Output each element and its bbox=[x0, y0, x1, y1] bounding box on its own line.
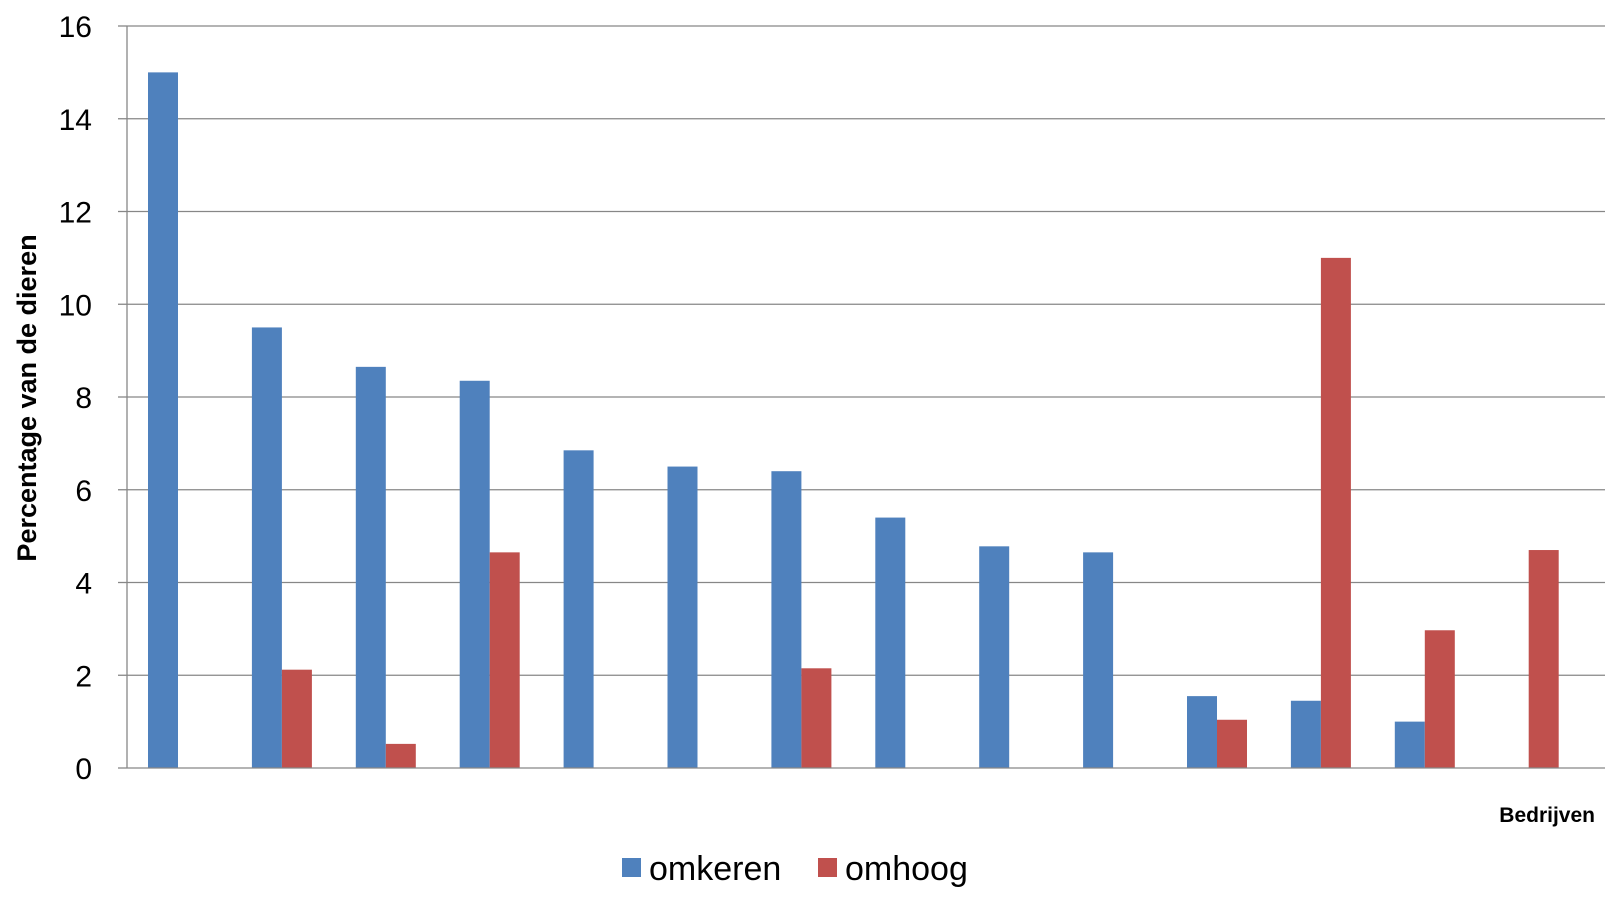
y-tick-labels: 0 2 4 6 8 10 12 14 16 bbox=[59, 11, 92, 786]
bar-omkeren-12 bbox=[1290, 700, 1321, 768]
bar-omkeren-13 bbox=[1394, 721, 1425, 768]
bar-omkeren-5 bbox=[563, 450, 594, 768]
axes bbox=[126, 26, 1605, 769]
legend-swatch-omhoog bbox=[818, 858, 837, 877]
bar-omhoog-11 bbox=[1217, 719, 1247, 768]
x-axis-title: Bedrijven bbox=[1499, 804, 1595, 827]
y-axis-title: Percentage van de dieren bbox=[12, 234, 42, 561]
bar-omhoog-2 bbox=[281, 669, 312, 768]
bar-omhoog-14 bbox=[1528, 550, 1559, 768]
legend-swatch-omkeren bbox=[622, 858, 641, 877]
y-tick-label: 6 bbox=[75, 475, 92, 508]
bar-omhoog-3 bbox=[385, 743, 416, 768]
y-tick-label: 8 bbox=[75, 382, 92, 415]
y-tick-label: 12 bbox=[59, 197, 92, 230]
bar-omkeren-8 bbox=[875, 517, 906, 768]
y-tick-label: 4 bbox=[75, 568, 92, 601]
bar-omkeren-10 bbox=[1083, 552, 1114, 768]
bar-omkeren-9 bbox=[979, 546, 1010, 768]
legend-label-omkeren: omkeren bbox=[649, 850, 781, 888]
y-tick-label: 0 bbox=[75, 753, 92, 786]
gridlines bbox=[118, 25, 1605, 769]
bars bbox=[148, 72, 1559, 768]
y-tick-label: 16 bbox=[59, 11, 92, 44]
y-tick-label: 10 bbox=[59, 289, 92, 322]
bar-omhoog-7 bbox=[801, 668, 832, 768]
bar-omhoog-13 bbox=[1424, 630, 1455, 768]
y-tick-label: 2 bbox=[75, 660, 92, 693]
legend-label-omhoog: omhoog bbox=[845, 850, 968, 888]
bar-omkeren-3 bbox=[355, 366, 386, 768]
bar-omkeren-1 bbox=[148, 72, 178, 768]
bar-omhoog-12 bbox=[1320, 257, 1351, 768]
bar-omkeren-11 bbox=[1187, 696, 1217, 768]
bar-omkeren-2 bbox=[251, 327, 282, 768]
y-tick-label: 14 bbox=[59, 104, 92, 137]
bar-omhoog-4 bbox=[489, 552, 520, 768]
bar-omkeren-4 bbox=[459, 380, 490, 768]
legend: omkeren omhoog bbox=[622, 850, 968, 888]
bar-omkeren-6 bbox=[667, 466, 698, 768]
bar-omkeren-7 bbox=[771, 471, 802, 768]
